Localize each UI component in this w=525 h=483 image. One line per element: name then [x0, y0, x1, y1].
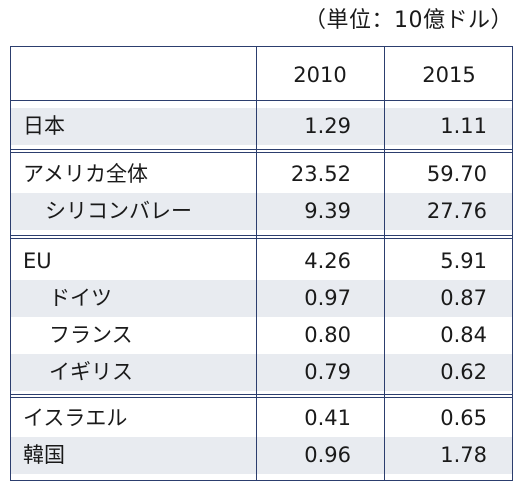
group-divider: [11, 149, 512, 153]
row-value-2015: 27.76: [426, 199, 487, 223]
row-name: イギリス: [49, 360, 133, 384]
row-name: ドイツ: [49, 286, 112, 310]
row-value-2015: 0.62: [440, 360, 487, 384]
row-value-2010: 0.96: [304, 443, 351, 467]
row-name: 日本: [23, 114, 65, 138]
row-value-2015: 59.70: [426, 162, 487, 186]
row-value-2010: 9.39: [304, 199, 351, 223]
row-value-2010: 23.52: [290, 162, 351, 186]
row-value-2010: 1.29: [304, 114, 351, 138]
unit-label: （単位：10億ドル）: [304, 8, 513, 33]
row-value-2015: 5.91: [440, 249, 487, 273]
row-name: イスラエル: [23, 406, 128, 430]
row-value-2015: 1.78: [440, 443, 487, 467]
row-value-2015: 0.87: [440, 286, 487, 310]
row-value-2010: 4.26: [304, 249, 351, 273]
row-value-2010: 0.97: [304, 286, 351, 310]
row-name: 韓国: [23, 443, 65, 467]
row-name: シリコンバレー: [45, 199, 192, 223]
row-value-2015: 0.65: [440, 406, 487, 430]
row-value-2015: 1.11: [440, 114, 487, 138]
table-row: 日本 1.29 1.11: [11, 108, 512, 145]
header-divider: [11, 100, 512, 101]
data-table: 2010 2015 日本 1.29 1.11 アメリカ全体 23.52 59.7…: [10, 46, 513, 481]
row-value-2015: 0.84: [440, 323, 487, 347]
header-2010: 2010: [293, 63, 347, 87]
column-divider: [256, 47, 257, 480]
group-divider: [11, 235, 512, 239]
table-row: フランス 0.80 0.84: [11, 317, 512, 354]
column-divider: [384, 47, 385, 480]
row-value-2010: 0.41: [304, 406, 351, 430]
table-row: ドイツ 0.97 0.87: [11, 280, 512, 317]
group-divider: [11, 394, 512, 398]
table-row: イギリス 0.79 0.62: [11, 354, 512, 391]
row-name: アメリカ全体: [23, 162, 148, 186]
header-2015: 2015: [422, 63, 476, 87]
table-header-row: 2010 2015: [11, 57, 512, 94]
row-value-2010: 0.79: [304, 360, 351, 384]
table-row: イスラエル 0.41 0.65: [11, 400, 512, 437]
table-row: アメリカ全体 23.52 59.70: [11, 156, 512, 193]
table-row: 韓国 0.96 1.78: [11, 437, 512, 474]
row-name: EU: [23, 249, 52, 273]
row-value-2010: 0.80: [304, 323, 351, 347]
row-name: フランス: [49, 323, 133, 347]
table-row: シリコンバレー 9.39 27.76: [11, 193, 512, 230]
table-row: EU 4.26 5.91: [11, 243, 512, 280]
